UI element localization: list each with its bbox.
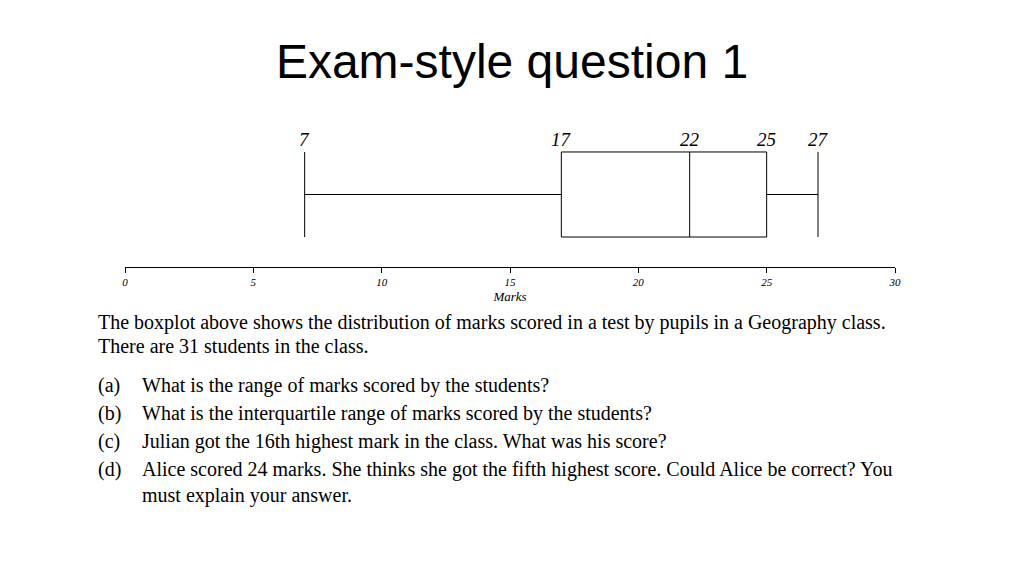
svg-text:10: 10 [376, 276, 388, 288]
html-text:Julian got the 16th highest ma: Julian got the 16th highest mark in the … [142, 430, 667, 452]
svg-text:Marks: Marks [492, 289, 526, 304]
svg-text:7: 7 [299, 129, 310, 150]
svg-text:22: 22 [680, 129, 700, 150]
svg-text:17: 17 [551, 129, 572, 150]
html-text:(c): (c) [98, 430, 121, 452]
html-text:What is the range of marks sco: What is the range of marks scored by the… [142, 374, 550, 396]
html-text:Alice scored 24 marks. She thi: Alice scored 24 marks. She thinks she go… [142, 458, 893, 506]
svg-text:25: 25 [757, 129, 776, 150]
svg-text:20: 20 [633, 276, 645, 288]
html-text:The boxplot above shows the di: The boxplot above shows the distribution… [98, 311, 886, 357]
html-text:(b): (b) [98, 402, 122, 424]
svg-text:15: 15 [505, 276, 517, 288]
svg-text:27: 27 [808, 129, 829, 150]
svg-text:0: 0 [122, 276, 128, 288]
svg-text:5: 5 [251, 276, 257, 288]
svg-text:25: 25 [761, 276, 773, 288]
svg-text:30: 30 [889, 276, 902, 288]
html-text:What is the interquartile rang: What is the interquartile range of marks… [142, 402, 652, 424]
html-text:(d): (d) [98, 458, 122, 480]
html-text:(a): (a) [98, 374, 121, 396]
html-text:Exam-style question 1: Exam-style question 1 [275, 35, 749, 88]
